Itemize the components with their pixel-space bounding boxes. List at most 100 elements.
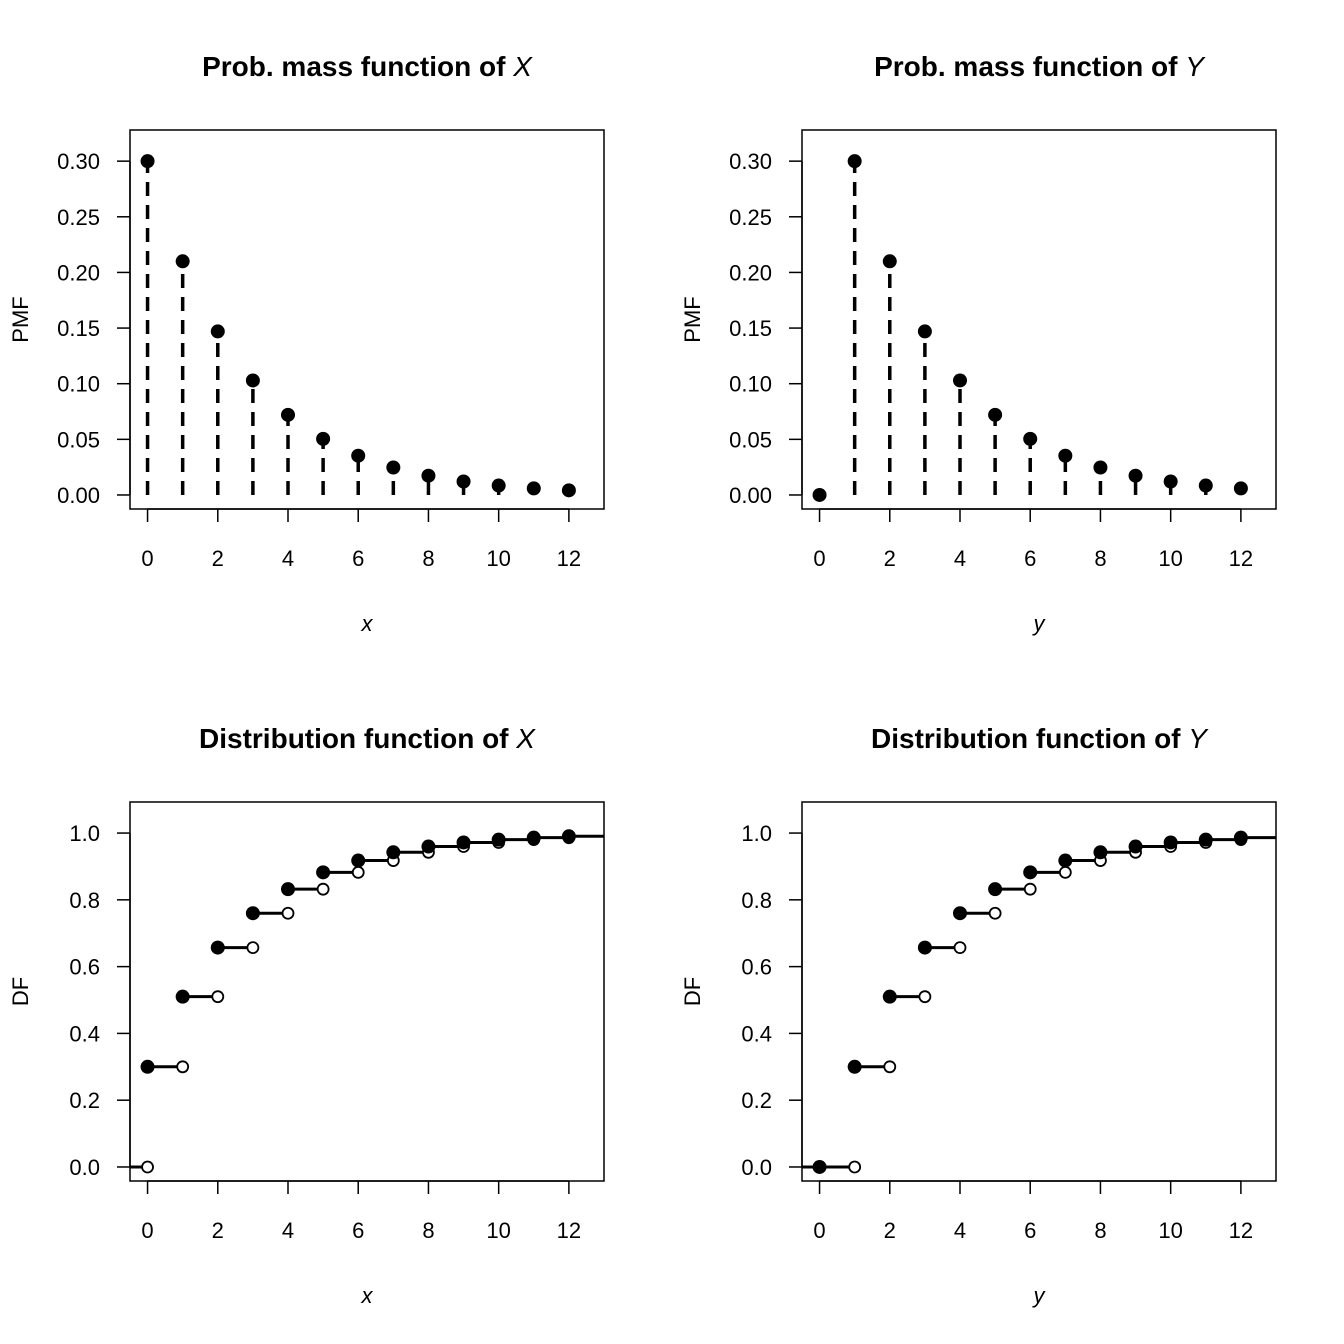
cdf-filled-point <box>351 853 366 868</box>
cdf-open-point <box>1023 882 1037 896</box>
chart-title-text: Distribution function of <box>871 723 1188 754</box>
pmf-point <box>1163 474 1178 489</box>
x-tick-label: 10 <box>1158 1218 1182 1243</box>
y-tick-label: 0.30 <box>57 149 100 174</box>
cdf-filled-point <box>561 829 576 844</box>
y-tick-label: 0.30 <box>729 149 772 174</box>
plot-frame <box>801 801 1277 1182</box>
pmf-point <box>491 478 506 493</box>
y-axis: 0.0 0.2 0.4 0.6 0.8 1.0 <box>741 821 803 1180</box>
y-axis-label: DF <box>680 977 705 1006</box>
plot-frame <box>801 129 1277 510</box>
cdf-filled-point <box>421 839 436 854</box>
plot-frame <box>129 801 605 1182</box>
y-tick-label: 0.20 <box>729 260 772 285</box>
y-axis: 0.00 0.05 0.10 0.15 0.20 0.25 0.30 <box>57 149 131 508</box>
chart-title-variable: X <box>512 51 533 82</box>
pmf-point <box>351 448 366 463</box>
chart-title-text: Prob. mass function of <box>202 51 513 82</box>
x-tick-label: 4 <box>282 546 294 571</box>
cdf-filled-point <box>386 845 401 860</box>
cdf-filled-point <box>1198 832 1213 847</box>
y-tick-label: 1.0 <box>69 821 100 846</box>
x-axis-label: y <box>1032 611 1047 636</box>
y-tick-label: 0.10 <box>729 372 772 397</box>
x-tick-label: 8 <box>422 546 434 571</box>
y-tick-label: 0.10 <box>57 372 100 397</box>
x-axis: 0 2 4 6 8 10 12 <box>141 508 581 571</box>
x-axis-label: x <box>361 1283 374 1308</box>
panel-3: Distribution function of X0 2 4 6 8 10 120.00.… <box>8 723 605 1308</box>
plot-frame <box>129 129 605 510</box>
chart-title: Distribution function of X <box>199 723 536 754</box>
x-tick-label: 2 <box>884 1218 896 1243</box>
y-tick-label: 0.6 <box>741 955 772 980</box>
x-tick-label: 6 <box>352 546 364 571</box>
chart-title: Prob. mass function of Y <box>874 51 1206 82</box>
y-tick-label: 0.0 <box>69 1155 100 1180</box>
cdf-open-point <box>1058 865 1072 879</box>
cdf-filled-point <box>210 940 225 955</box>
cdf-filled-point <box>1128 839 1143 854</box>
x-tick-label: 0 <box>141 1218 153 1243</box>
y-tick-label: 0.6 <box>69 955 100 980</box>
cdf-open-point <box>281 906 295 920</box>
x-tick-label: 12 <box>557 1218 581 1243</box>
y-tick-label: 0.25 <box>729 205 772 230</box>
cdf-filled-point <box>812 1159 827 1174</box>
cdf-filled-point <box>882 989 897 1004</box>
x-tick-label: 2 <box>884 546 896 571</box>
pmf-point <box>281 407 295 422</box>
y-tick-label: 0.8 <box>69 888 100 913</box>
pmf-point <box>812 487 827 502</box>
x-tick-label: 0 <box>141 546 153 571</box>
pmf-point <box>561 483 576 498</box>
cdf-filled-point <box>1163 835 1178 850</box>
data-series <box>130 829 604 1174</box>
y-tick-label: 0.4 <box>741 1021 772 1046</box>
cdf-filled-point <box>1023 865 1038 880</box>
x-axis: 0 2 4 6 8 10 12 <box>141 1180 581 1243</box>
pmf-point <box>210 324 225 339</box>
y-tick-label: 0.15 <box>57 316 100 341</box>
cdf-open-point <box>246 941 260 954</box>
cdf-filled-point <box>847 1059 862 1074</box>
cdf-open-point <box>848 1160 862 1174</box>
x-tick-label: 8 <box>1094 546 1106 571</box>
pmf-point <box>421 468 436 483</box>
data-series <box>140 154 576 498</box>
pmf-point <box>1023 431 1038 446</box>
cdf-open-point <box>176 1060 190 1074</box>
cdf-filled-point <box>988 882 1003 897</box>
x-tick-label: 12 <box>1229 1218 1253 1243</box>
cdf-filled-point <box>245 906 260 921</box>
chart-title-variable: Y <box>1185 51 1206 82</box>
y-tick-label: 0.0 <box>741 1155 772 1180</box>
cdf-filled-point <box>456 835 471 850</box>
pmf-point <box>245 373 260 388</box>
y-tick-label: 0.05 <box>729 427 772 452</box>
pmf-point <box>917 324 932 339</box>
y-tick-label: 0.2 <box>741 1088 772 1113</box>
x-tick-label: 6 <box>352 1218 364 1243</box>
cdf-filled-point <box>1093 845 1108 860</box>
y-axis-label: PMF <box>8 296 33 342</box>
pmf-point <box>316 431 331 446</box>
x-tick-label: 2 <box>212 1218 224 1243</box>
data-series <box>812 154 1248 502</box>
cdf-open-point <box>988 906 1002 920</box>
cdf-open-point <box>351 865 365 879</box>
x-tick-label: 2 <box>212 546 224 571</box>
data-series <box>802 830 1276 1174</box>
panel-4: Distribution function of Y0 2 4 6 8 10 120.00.… <box>680 723 1277 1308</box>
cdf-open-point <box>141 1160 154 1174</box>
x-axis: 0 2 4 6 8 10 12 <box>813 1180 1253 1243</box>
x-tick-label: 4 <box>954 546 966 571</box>
cdf-filled-point <box>953 906 967 921</box>
cdf-open-point <box>953 941 967 954</box>
cdf-filled-point <box>526 830 541 845</box>
y-tick-label: 0.05 <box>57 427 100 452</box>
chart-title-text: Distribution function of <box>199 723 516 754</box>
y-axis-label: PMF <box>680 296 705 342</box>
pmf-point <box>1058 448 1073 463</box>
